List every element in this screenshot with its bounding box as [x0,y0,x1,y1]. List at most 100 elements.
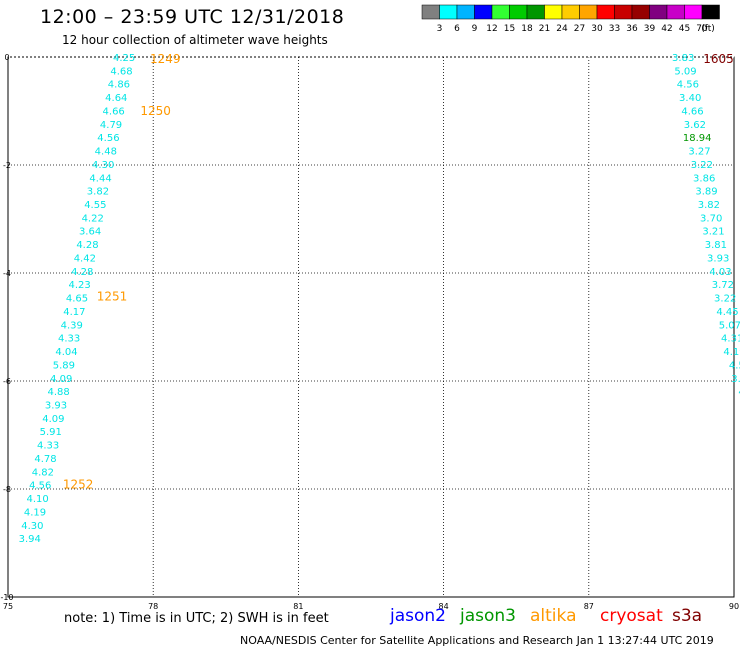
pass-time-label: 1605 [703,52,734,66]
wave-height-value: 3.93 [45,400,67,411]
wave-height-value: 4.25 [113,53,135,64]
wave-height-value: 4.44 [89,173,111,184]
footer-credit: NOAA/NESDIS Center for Satellite Applica… [240,634,714,647]
color-scale-label: 24 [556,24,568,34]
wave-height-value: 4.39 [61,320,83,331]
pass-time-label: 1251 [97,290,128,304]
color-scale-label: 6 [454,24,460,34]
color-scale-label: 30 [591,24,603,34]
color-scale-label: 42 [661,24,672,34]
lon-tick-label: 78 [148,602,158,611]
wave-height-value: 3.21 [702,227,724,238]
wave-height-value: 3.81 [705,240,727,251]
wave-height-value: 3.89 [695,187,717,198]
map-title: 12:00 – 23:59 UTC 12/31/2018 [40,6,345,28]
wave-height-value: 4.31 [721,334,740,345]
wave-height-value: 4.78 [34,454,56,465]
wave-height-value: 4.68 [110,66,132,77]
lat-tick-label: -6 [3,377,11,386]
wave-height-value: 5.89 [53,360,75,371]
wave-height-value: 18.94 [683,133,712,144]
wave-height-value: 3.82 [87,187,109,198]
wave-height-value: 4.03 [709,267,731,278]
wave-height-value: 4.56 [97,133,119,144]
wave-height-value: 4.33 [37,441,59,452]
wave-height-value: 4.04 [55,347,77,358]
pass-time-label: 1252 [63,478,94,492]
legend-item-altika: altika [530,606,577,626]
color-scale-label: 70 [696,24,708,34]
color-scale-label: 3 [437,24,443,34]
wave-height-value: 5.07 [719,320,740,331]
wave-height-value: 4.79 [100,120,122,131]
lat-tick-label: 0 [4,53,9,62]
wave-height-value: 4.28 [76,240,98,251]
legend-item-jason2: jason2 [390,606,446,626]
wave-height-value: 4.42 [74,253,96,264]
color-scale-label: 18 [521,24,533,34]
color-scale-label: 15 [504,24,515,34]
lat-tick-label: -8 [3,485,11,494]
wave-height-value: 4.33 [58,334,80,345]
wave-height-value: 3.82 [698,200,720,211]
color-scale-bar: 3 6 9 12 15 18 21 24 27 30 33 36 39 42 45 70(ft) [421,4,720,34]
lon-tick-label: 75 [3,602,13,611]
color-scale-unit: (ft) [701,24,715,34]
wave-height-value: 4.19 [24,507,46,518]
wave-height-value: 4.56 [29,481,51,492]
wave-height-value: 4.86 [108,80,130,91]
wave-height-value: 4.17 [63,307,85,318]
wave-height-value: 3.3 [731,374,740,385]
wave-height-value: 4.45 [716,307,738,318]
lat-tick-label: -4 [3,269,11,278]
color-scale-label: 33 [609,24,620,34]
lon-tick-label: 87 [584,602,594,611]
wave-height-value: 4.28 [71,267,93,278]
wave-height-value: 4.10 [27,494,49,505]
wave-height-value: 4.30 [21,521,43,532]
wave-height-value: 3.94 [19,534,41,545]
lon-tick-label: 90 [729,602,739,611]
lat-tick-label: -10 [0,593,13,602]
wave-height-value: 4.19 [723,347,740,358]
color-scale-label: 27 [574,24,585,34]
map-subtitle: 12 hour collection of altimeter wave hei… [62,33,328,47]
legend-item-cryosat: cryosat [600,606,663,626]
lat-tick-label: -2 [3,161,11,170]
wave-height-value: 3.22 [691,160,713,171]
wave-height-value: 4.66 [103,106,125,117]
wave-height-value: 4.48 [95,147,117,158]
wave-height-value: 4.88 [47,387,69,398]
footer-note: note: 1) Time is in UTC; 2) SWH is in fe… [64,611,329,626]
wave-height-value: 4.09 [42,414,64,425]
wave-height-value: 4 [738,387,740,398]
color-scale-label: 36 [626,24,638,34]
wave-height-value: 3.70 [700,213,722,224]
wave-height-value: 4.30 [92,160,114,171]
color-scale-label: 12 [486,24,497,34]
wave-height-value: 4.66 [681,106,703,117]
wave-height-value: 4.5 [729,360,740,371]
wave-height-value: 4.22 [82,213,104,224]
wave-height-value: 3.83 [672,53,694,64]
wave-height-value: 3.86 [693,173,715,184]
lon-tick-label: 84 [439,602,449,611]
wave-height-value: 3.93 [707,253,729,264]
wave-height-value: 5.91 [40,427,62,438]
pass-time-label: 1250 [140,104,171,118]
wave-height-value: 4.09 [50,374,72,385]
color-scale-label: 21 [539,24,550,34]
wave-height-value: 4.82 [32,467,54,478]
color-scale-label: 45 [679,24,690,34]
wave-height-value: 4.23 [68,280,90,291]
legend-item-jason3: jason3 [460,606,516,626]
wave-height-value: 4.65 [66,294,88,305]
wave-height-value: 3.62 [684,120,706,131]
wave-height-value: 3.27 [688,147,710,158]
wave-height-value: 3.64 [79,227,101,238]
wave-height-value: 4.64 [105,93,127,104]
wave-height-value: 3.40 [679,93,701,104]
wave-height-value: 4.55 [84,200,106,211]
wave-height-value: 5.09 [674,66,696,77]
